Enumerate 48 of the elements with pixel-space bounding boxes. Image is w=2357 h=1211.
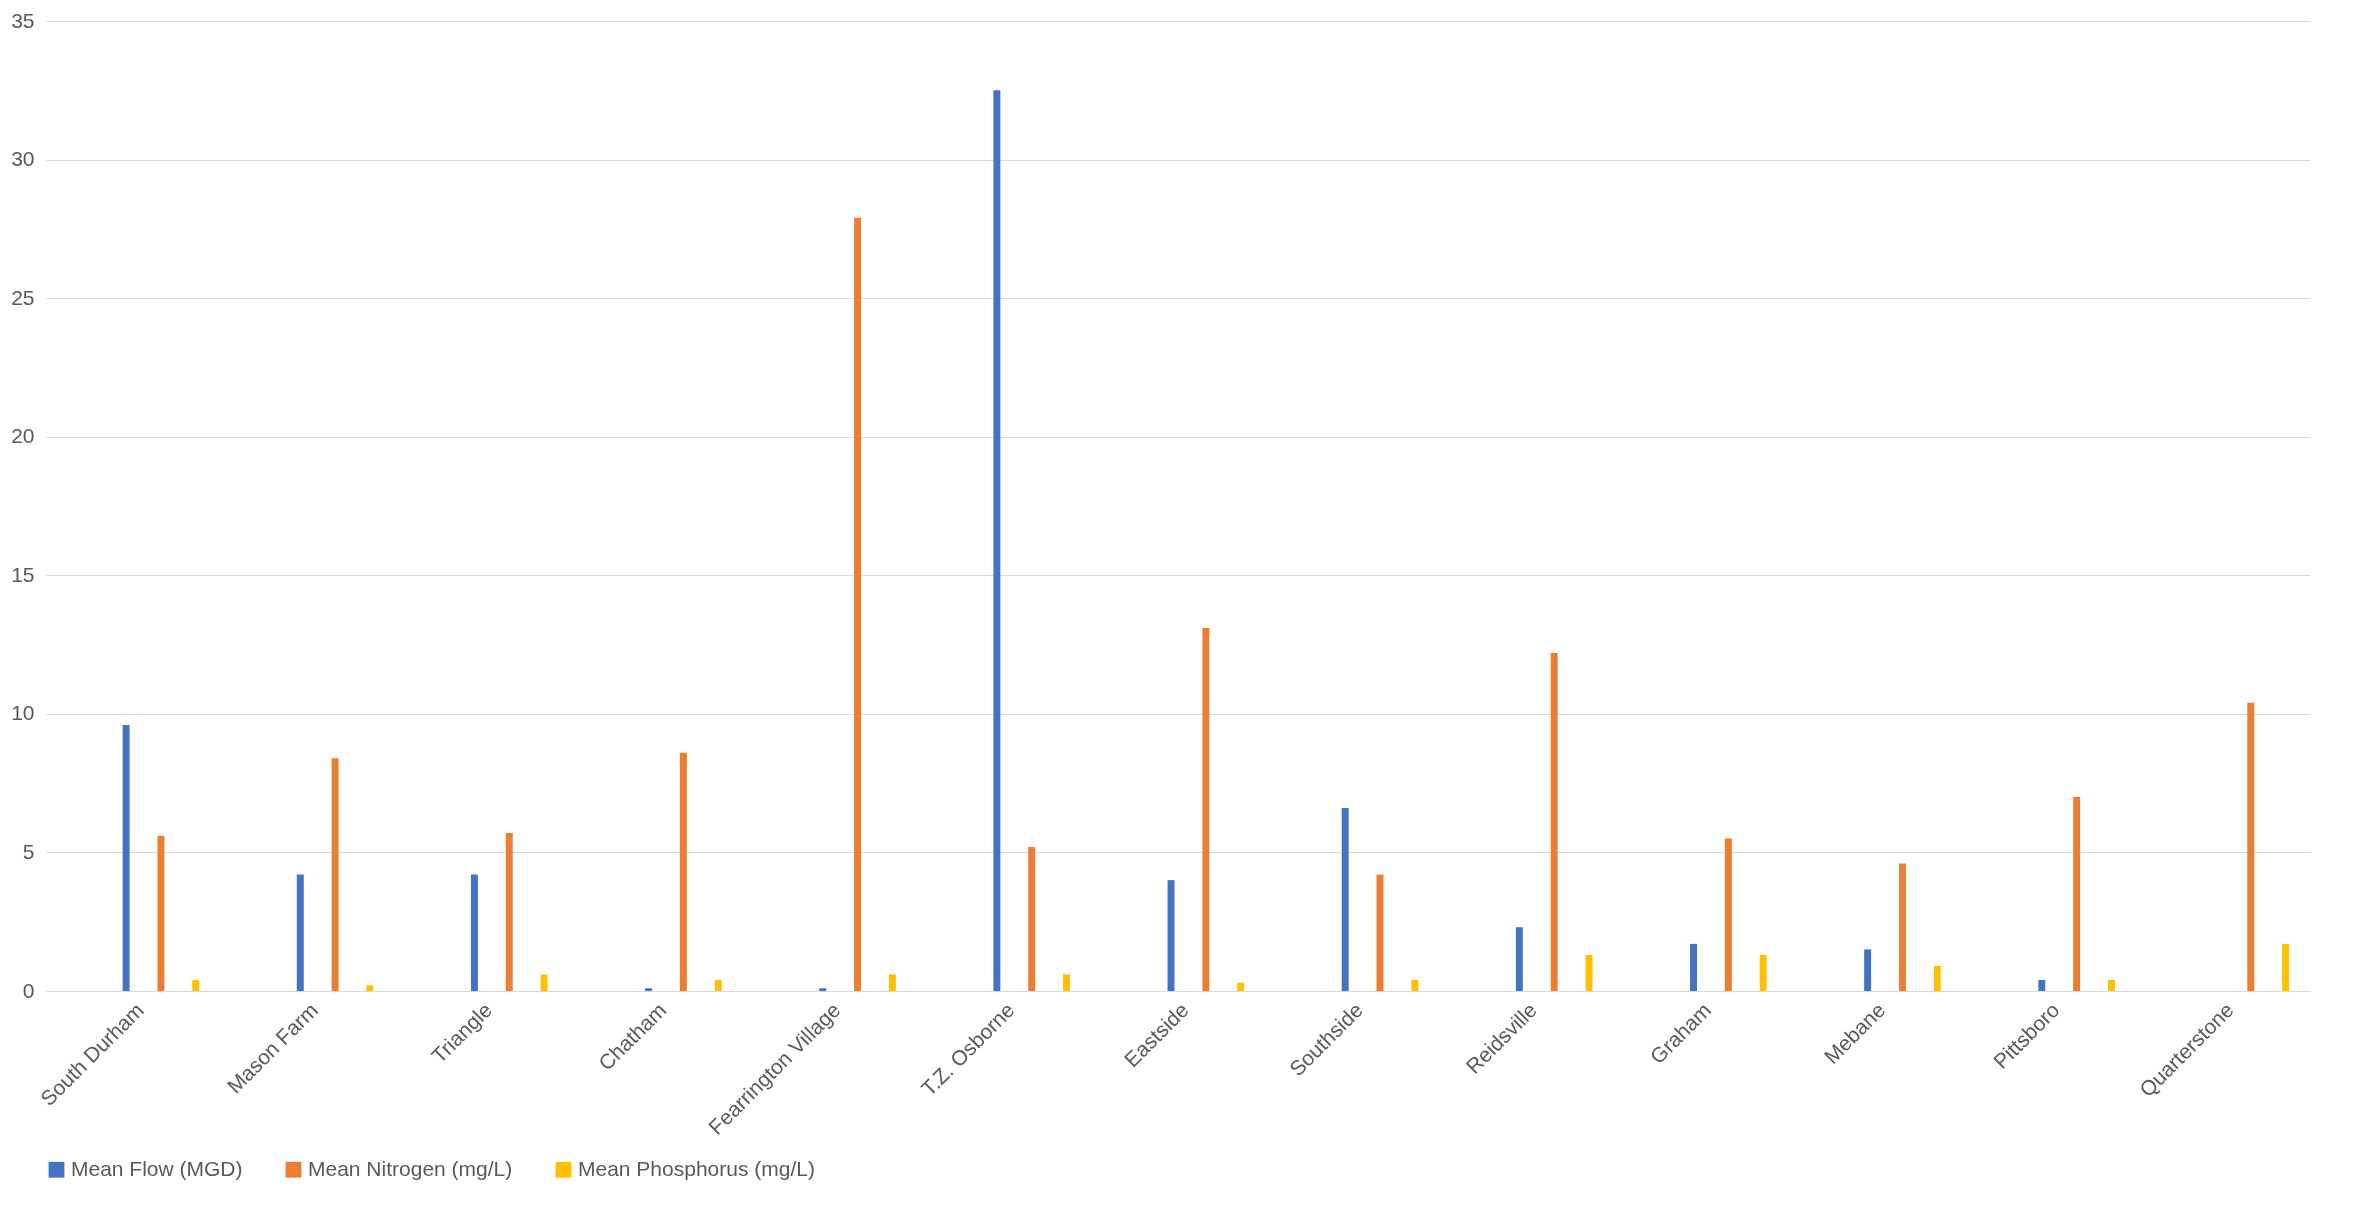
bar: [505, 833, 513, 991]
bar: [192, 979, 200, 991]
bar: [819, 988, 827, 991]
bar: [1202, 627, 1210, 991]
bar: [1899, 863, 1906, 991]
bar: [470, 874, 478, 991]
bar: [366, 985, 374, 991]
bar: [1515, 927, 1523, 991]
bar: [1759, 954, 1767, 991]
bar: [540, 974, 548, 991]
bar: [993, 90, 1001, 991]
bar: [1933, 966, 1941, 991]
bar: [1864, 949, 1872, 991]
y-tick-label: 5: [22, 839, 35, 863]
y-tick-label: 0: [22, 978, 35, 1002]
bar: [1411, 979, 1419, 991]
bar: [2073, 797, 2081, 991]
bar: [645, 988, 653, 991]
bar: [2282, 943, 2290, 991]
legend-label: Mean Nitrogen (mg/L): [308, 1156, 513, 1180]
bar: [1063, 974, 1071, 991]
y-tick-label: 30: [11, 147, 35, 171]
bar: [2107, 979, 2115, 991]
bar: [157, 835, 165, 991]
bar: [714, 979, 722, 991]
bar: [679, 752, 687, 991]
bar: [122, 724, 130, 991]
bar: [1237, 982, 1245, 991]
bar: [296, 874, 304, 991]
legend-label: Mean Flow (MGD): [71, 1156, 243, 1180]
bar: [888, 974, 896, 991]
y-tick-label: 20: [11, 424, 35, 448]
legend-label: Mean Phosphorus (mg/L): [578, 1156, 815, 1180]
bar: [1167, 880, 1175, 991]
y-tick-label: 35: [11, 8, 35, 32]
bar: [331, 758, 339, 991]
y-tick-label: 25: [11, 285, 35, 309]
bar: [1028, 846, 1036, 991]
bar: [1550, 652, 1558, 991]
bar: [1724, 838, 1732, 991]
bar: [1690, 943, 1697, 991]
bar: [2247, 702, 2255, 991]
y-tick-label: 15: [11, 562, 35, 586]
bar: [1376, 874, 1384, 991]
y-tick-label: 10: [11, 701, 35, 725]
bar: [1341, 808, 1349, 991]
bar: [2038, 979, 2046, 991]
bar: [854, 217, 862, 991]
